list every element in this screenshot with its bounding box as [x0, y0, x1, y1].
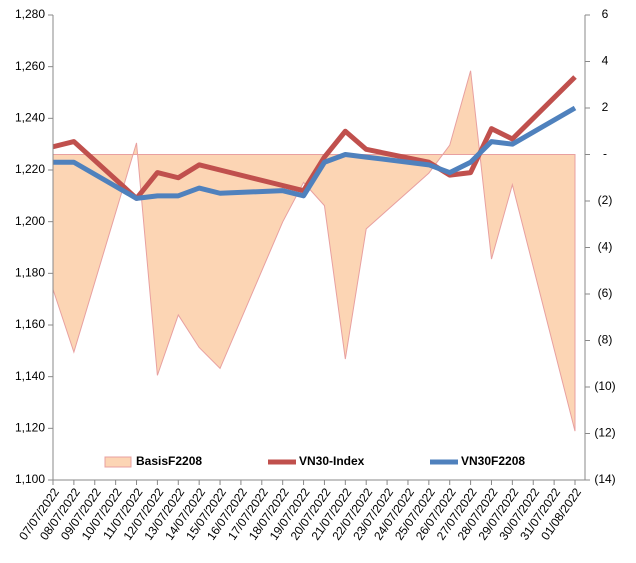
y2-tick-label: (10) — [594, 379, 615, 393]
legend-swatch — [104, 456, 132, 468]
y-tick-label: 1,280 — [15, 7, 45, 21]
y2-tick-label: (6) — [598, 286, 613, 300]
y-tick-label: 1,140 — [15, 369, 45, 383]
y2-tick-label: 2 — [602, 100, 609, 114]
legend-text: BasisF2208 — [136, 454, 202, 468]
y-tick-label: 1,200 — [15, 214, 45, 228]
y-tick-label: 1,180 — [15, 266, 45, 280]
y-tick-label: 1,220 — [15, 162, 45, 176]
line — [53, 105, 577, 201]
legend-text: VN30-Index — [299, 454, 365, 468]
y2-tick-label: (12) — [594, 426, 615, 440]
y2-tick-label: 6 — [602, 7, 609, 21]
y2-tick-label: - — [603, 147, 607, 161]
line — [52, 75, 577, 201]
y2-tick-label: (4) — [598, 240, 613, 254]
y-tick-label: 1,240 — [15, 111, 45, 125]
legend-text: VN30F2208 — [461, 454, 525, 468]
y2-tick-label: (8) — [598, 333, 613, 347]
y2-tick-label: (2) — [598, 193, 613, 207]
area — [52, 70, 576, 432]
y-tick-label: 1,160 — [15, 317, 45, 331]
y-tick-label: 1,120 — [15, 421, 45, 435]
y-tick-label: 1,100 — [15, 472, 45, 486]
y-tick-label: 1,260 — [15, 59, 45, 73]
y2-tick-label: 4 — [602, 54, 609, 68]
y2-tick-label: (14) — [594, 472, 615, 486]
